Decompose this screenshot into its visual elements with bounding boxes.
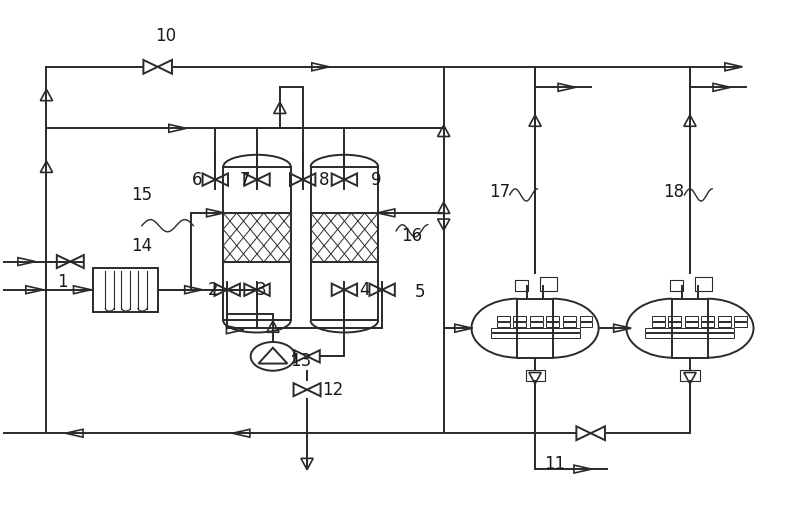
- Bar: [546, 316, 559, 321]
- Bar: [514, 316, 526, 321]
- Text: 11: 11: [544, 455, 566, 473]
- Bar: [490, 334, 579, 338]
- Bar: [652, 316, 665, 321]
- Text: 14: 14: [131, 237, 152, 255]
- Bar: [681, 370, 699, 381]
- Bar: [530, 316, 542, 321]
- Bar: [546, 322, 559, 327]
- Bar: [490, 327, 579, 332]
- Text: 15: 15: [131, 186, 152, 204]
- Text: 5: 5: [414, 283, 425, 301]
- Bar: [526, 370, 545, 381]
- Bar: [579, 322, 592, 327]
- Bar: [497, 316, 510, 321]
- Bar: [718, 316, 730, 321]
- Text: 10: 10: [155, 27, 176, 45]
- Text: 8: 8: [319, 170, 330, 189]
- Bar: [646, 334, 734, 338]
- Bar: [94, 268, 158, 311]
- Text: 18: 18: [663, 183, 685, 202]
- Bar: [668, 316, 681, 321]
- Bar: [734, 322, 747, 327]
- Bar: [646, 327, 734, 332]
- Text: 12: 12: [322, 381, 343, 399]
- Bar: [702, 322, 714, 327]
- Bar: [668, 322, 681, 327]
- Text: 17: 17: [489, 183, 510, 202]
- Text: 7: 7: [240, 170, 250, 189]
- Bar: [514, 322, 526, 327]
- Bar: [702, 316, 714, 321]
- Bar: [718, 322, 730, 327]
- Bar: [530, 322, 542, 327]
- Text: 3: 3: [256, 281, 266, 299]
- Text: 4: 4: [359, 281, 370, 299]
- Text: 1: 1: [57, 273, 68, 291]
- Bar: [563, 322, 576, 327]
- Bar: [734, 316, 747, 321]
- Bar: [694, 277, 712, 291]
- Bar: [670, 280, 683, 291]
- Bar: [579, 316, 592, 321]
- Text: 13: 13: [290, 352, 311, 370]
- Bar: [685, 322, 698, 327]
- Bar: [497, 322, 510, 327]
- Bar: [563, 316, 576, 321]
- Text: 9: 9: [371, 170, 382, 189]
- Text: 2: 2: [208, 281, 218, 299]
- Bar: [652, 322, 665, 327]
- Text: 16: 16: [402, 227, 422, 245]
- Bar: [685, 316, 698, 321]
- Bar: [540, 277, 558, 291]
- Text: 6: 6: [192, 170, 202, 189]
- Bar: [515, 280, 528, 291]
